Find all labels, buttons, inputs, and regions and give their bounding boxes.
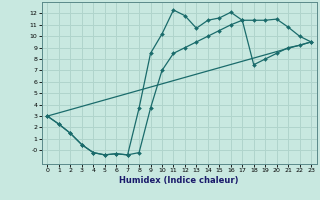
X-axis label: Humidex (Indice chaleur): Humidex (Indice chaleur) [119,176,239,185]
